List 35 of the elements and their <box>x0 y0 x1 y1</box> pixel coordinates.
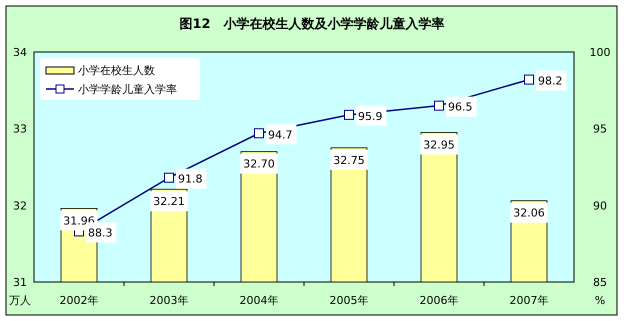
data-label: 94.7 <box>268 128 292 142</box>
y-axis-title: 万人 <box>9 294 31 307</box>
x-tick-label: 2005年 <box>330 294 368 307</box>
point <box>164 172 174 183</box>
x-tick-label: 2002年 <box>60 294 98 307</box>
point <box>344 110 354 120</box>
x-tick-label: 2003年 <box>150 294 188 307</box>
data-label: 91.8 <box>178 172 202 186</box>
y2-tick-label: 85 <box>593 276 607 289</box>
y-tick-label: 31 <box>13 276 27 289</box>
point <box>524 74 534 85</box>
x-tick-label: 2004年 <box>240 294 278 307</box>
y-tick-label: 33 <box>13 122 27 136</box>
data-label: 95.9 <box>358 110 382 123</box>
chart-title: 图12 小学在校生人数及小学学龄儿童入学率 <box>179 16 445 32</box>
data-label: 32.21 <box>153 195 185 208</box>
point <box>434 100 444 111</box>
y2-tick-label: 90 <box>593 199 607 212</box>
data-label: 32.06 <box>513 206 545 220</box>
point <box>254 128 264 138</box>
data-label: 32.75 <box>333 154 365 167</box>
y-tick-label: 34 <box>13 46 27 59</box>
x-tick-label: 2006年 <box>420 294 458 307</box>
data-label: 96.5 <box>448 100 472 114</box>
y2-tick-label: 100 <box>590 46 610 59</box>
y-tick-label: 32 <box>13 199 27 212</box>
legend-label: 小学在校生人数 <box>78 64 155 77</box>
data-label: 88.3 <box>88 226 112 240</box>
data-label: 98.2 <box>538 74 562 88</box>
x-tick-label: 2007年 <box>510 294 548 307</box>
data-label: 32.70 <box>243 158 275 171</box>
data-label: 32.95 <box>423 138 455 152</box>
y2-tick-label: 95 <box>593 122 607 136</box>
legend-label: 小学学龄儿童入学率 <box>78 83 177 96</box>
y2-axis-title: % <box>594 294 606 307</box>
